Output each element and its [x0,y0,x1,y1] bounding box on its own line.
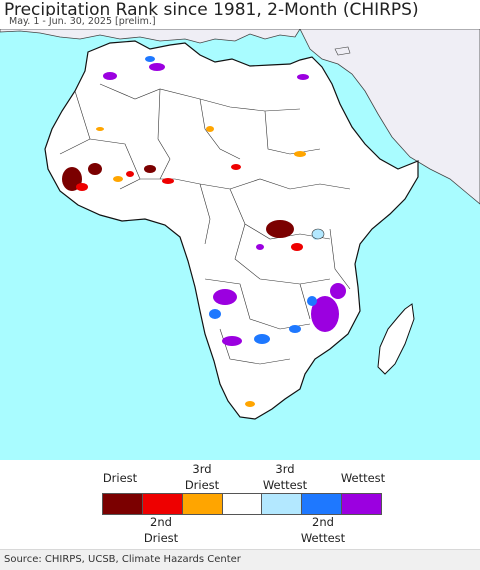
middle-east-land [299,29,480,205]
rank-wettest-patches [103,63,346,346]
rank-2nd-driest-patches [76,164,303,251]
precipitation-rank-map [0,29,480,460]
country-borders [59,83,351,365]
cyprus [334,46,351,56]
legend-label-3rd-driest: 3rd Driest [184,462,220,492]
lake-victoria [311,228,325,240]
legend-label-2nd-wettest: 2nd Wettest [300,515,346,545]
legend-label-wettest: Wettest [340,471,386,485]
legend-swatch-3rd-wettest [262,494,303,514]
madagascar [377,303,415,375]
legend-swatch-2nd-wettest [302,494,343,514]
rank-2nd-wettest-patches [145,56,317,344]
source-credit: Source: CHIRPS, UCSB, Climate Hazards Ce… [4,554,241,565]
legend-swatch-2nd-driest [142,494,183,514]
map-subtitle: May. 1 - Jun. 30, 2025 [prelim.] [6,16,159,27]
legend-swatch-driest [103,494,143,514]
legend-label-2nd-driest: 2nd Driest [143,515,179,545]
rank-3rd-driest-patches [96,126,306,407]
legend-swatch-3rd-driest [182,494,223,514]
legend-swatch-wettest [342,494,382,514]
map-title: Precipitation Rank since 1981, 2-Month (… [4,0,419,20]
footer: Source: CHIRPS, UCSB, Climate Hazards Ce… [0,549,480,570]
legend-label-driest: Driest [102,471,138,485]
legend-label-3rd-wettest: 3rd Wettest [262,462,308,492]
legend-color-bar [102,493,382,515]
rank-driest-patches [62,163,294,238]
legend-swatch-normal [222,494,263,514]
europe-land [0,29,301,44]
